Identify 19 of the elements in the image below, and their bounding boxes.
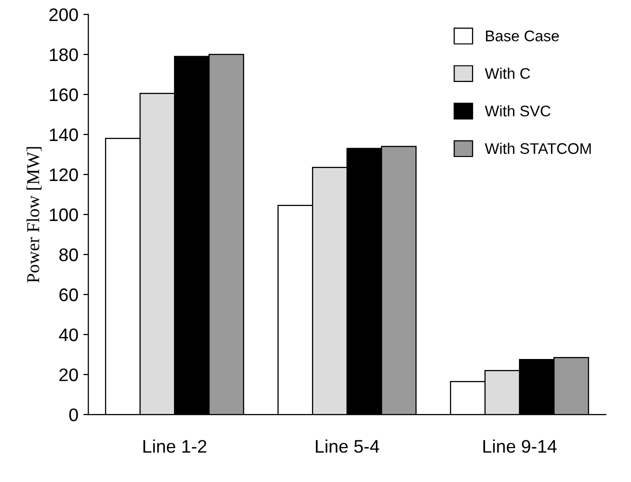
y-tick-label: 60 [59, 288, 78, 302]
y-tick-label: 0 [69, 408, 78, 422]
y-tick-label: 160 [50, 88, 78, 102]
y-tick-label: 80 [59, 248, 78, 262]
x-tick-label: Line 1-2 [143, 440, 206, 453]
y-tick-label: 200 [49, 8, 78, 22]
y-tick-label: 40 [58, 328, 78, 342]
y-tick-label: 140 [50, 128, 78, 142]
y-tick-label: 100 [50, 208, 78, 222]
y-axis-title: Power Flow [MW] [26, 147, 42, 283]
legend-label: With SVC [484, 105, 550, 116]
legend-label: Base Case [486, 30, 559, 42]
legend-label: With STATCOM [484, 142, 591, 154]
y-tick-label: 20 [59, 368, 78, 382]
legend-label: With C [484, 68, 530, 79]
x-tick-label: Line 9-14 [483, 440, 557, 453]
y-tick-label: 180 [50, 48, 78, 62]
x-tick-label: Line 5-4 [316, 440, 380, 453]
y-tick-label: 120 [50, 168, 78, 182]
